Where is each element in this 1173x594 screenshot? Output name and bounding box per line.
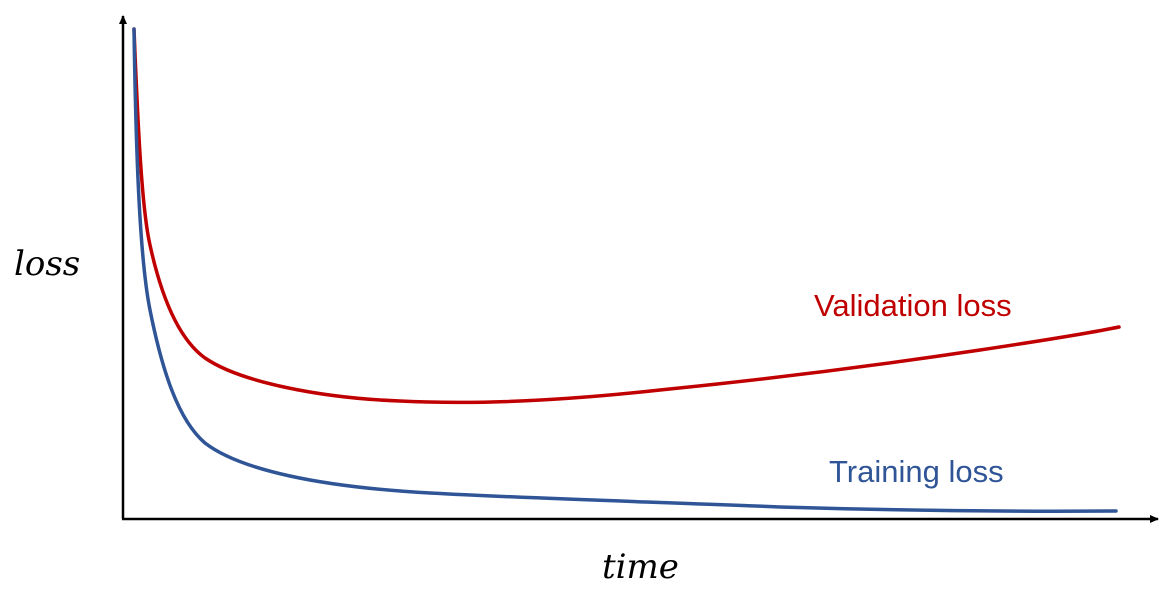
validation-loss-label: Validation loss	[814, 288, 1012, 323]
validation-loss-curve	[132, 27, 1121, 405]
y-axis-label: loss	[14, 244, 81, 284]
training-loss-label: Training loss	[829, 454, 1004, 489]
x-axis-label: time	[602, 547, 679, 587]
training-loss-curve	[132, 27, 1118, 514]
